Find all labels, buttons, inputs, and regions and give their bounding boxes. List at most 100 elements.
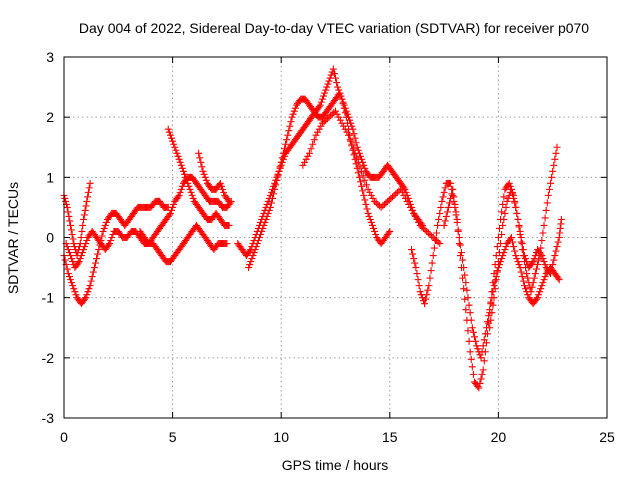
data-point [512, 203, 520, 211]
data-point [187, 188, 195, 196]
data-point [176, 158, 184, 166]
data-point [506, 182, 514, 190]
data-point [358, 155, 366, 163]
data-point [74, 259, 82, 267]
data-point [541, 214, 549, 222]
data-point [261, 218, 269, 226]
data-point [498, 208, 506, 216]
data-point [82, 294, 90, 302]
data-point [71, 288, 79, 296]
data-point [509, 238, 517, 246]
data-point [518, 240, 526, 248]
data-point [196, 154, 204, 162]
data-point [164, 125, 172, 133]
data-point [426, 274, 434, 282]
data-point [82, 202, 90, 210]
data-point [318, 119, 326, 127]
data-point [531, 252, 539, 260]
data-point [67, 252, 75, 260]
data-point [175, 155, 183, 163]
data-point [290, 107, 298, 115]
data-point [439, 193, 447, 201]
data-point [358, 167, 366, 175]
data-point [485, 312, 493, 320]
data-point [539, 229, 547, 237]
data-point [68, 255, 76, 263]
data-point [325, 113, 333, 121]
data-point [259, 224, 267, 232]
data-point [444, 203, 452, 211]
data-point [505, 191, 513, 199]
data-point [80, 246, 88, 254]
data-point [343, 110, 351, 118]
data-point [178, 164, 186, 172]
x-tick-label: 15 [382, 429, 398, 445]
data-point [170, 200, 178, 208]
data-point [352, 139, 360, 147]
data-point [197, 158, 205, 166]
data-point [529, 258, 537, 266]
data-point [338, 119, 346, 127]
series-sat-e [164, 125, 233, 229]
data-point [377, 203, 385, 211]
y-tick-label: 1 [46, 169, 54, 185]
data-point [280, 145, 288, 153]
data-point [336, 89, 344, 97]
data-point [493, 267, 501, 275]
data-point [490, 282, 498, 290]
data-point [335, 113, 343, 121]
data-point [321, 89, 329, 97]
data-point [83, 237, 91, 245]
data-point [452, 208, 460, 216]
data-point [553, 143, 561, 151]
data-point [425, 282, 433, 290]
data-point [264, 197, 272, 205]
data-point [449, 185, 457, 193]
data-point [519, 246, 527, 254]
data-point [84, 288, 92, 296]
data-point [374, 200, 382, 208]
data-point [503, 197, 511, 205]
data-point [405, 200, 413, 208]
data-point [539, 279, 547, 287]
data-point [309, 140, 317, 148]
data-point [165, 211, 173, 219]
x-tick-label: 10 [273, 429, 289, 445]
data-point [513, 255, 521, 263]
data-point [440, 221, 448, 229]
data-point [188, 191, 196, 199]
data-point [219, 185, 227, 193]
data-point [371, 227, 379, 235]
y-tick-labels: -3 -2 -1 0 1 2 3 [42, 49, 55, 426]
data-point [366, 188, 374, 196]
data-point [475, 384, 483, 392]
data-point [450, 193, 458, 201]
data-point [469, 370, 477, 378]
data-point [253, 240, 261, 248]
data-point [551, 155, 559, 163]
series-sat-l [486, 185, 565, 332]
data-point [428, 232, 436, 240]
data-point [410, 255, 418, 263]
data-point [555, 276, 563, 284]
data-point [101, 221, 109, 229]
y-tick-label: -3 [42, 410, 55, 426]
data-point [177, 185, 185, 193]
x-tick-label: 0 [60, 429, 68, 445]
data-point [492, 252, 500, 260]
data-point [272, 181, 280, 189]
data-point [416, 288, 424, 296]
data-point [81, 295, 89, 303]
data-point [361, 164, 369, 172]
data-point [289, 110, 297, 118]
data-point [77, 234, 85, 241]
data-point [408, 206, 416, 214]
data-point [410, 209, 418, 217]
data-point [83, 197, 91, 205]
data-point [434, 221, 442, 229]
data-point [78, 227, 86, 235]
data-point [165, 128, 173, 136]
data-point [447, 194, 455, 202]
data-point [535, 256, 543, 264]
data-point [81, 243, 89, 251]
